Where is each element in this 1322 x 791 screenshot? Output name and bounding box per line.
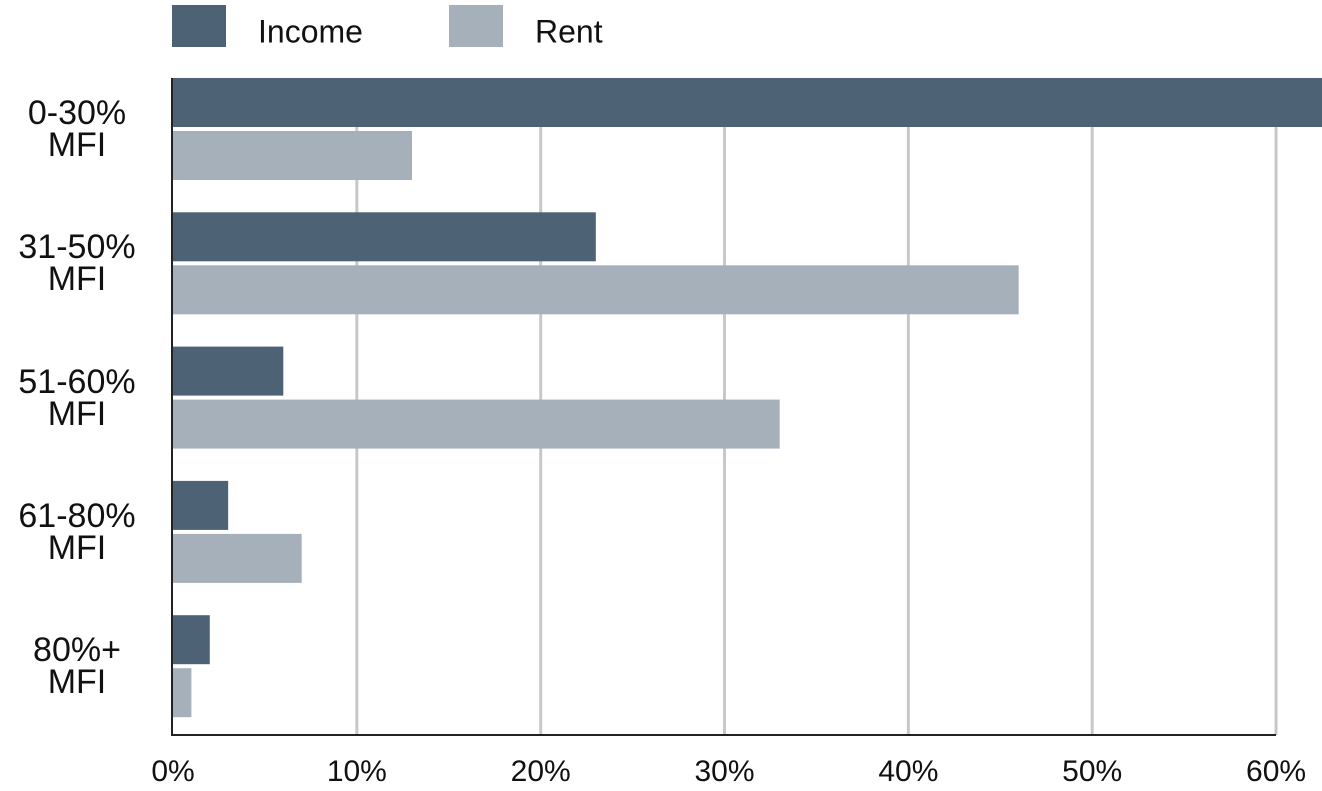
bar [173,668,192,718]
x-tick-label: 50% [1062,755,1122,788]
x-tick-label: 0% [151,755,194,788]
legend-label: Income [258,13,363,49]
y-tick-label: 51-60% MFI [18,362,136,433]
y-tick-label: 0-30% MFI [27,94,127,164]
bar [173,399,780,449]
bar [173,131,412,180]
legend-swatch [172,5,226,47]
legend-swatch [449,5,503,47]
y-tick-label: 61-80% MFI [18,496,136,567]
bar [173,480,229,530]
x-tick-label: 10% [327,755,387,788]
bar [173,615,210,665]
x-tick-label: 20% [511,755,571,788]
x-tick-label: 30% [694,755,754,788]
bar [173,265,1019,315]
bar [173,533,302,583]
y-tick-label: 80%+ MFI [33,631,121,702]
x-tick-label: 60% [1246,755,1306,788]
bar [173,346,284,396]
bar [173,78,1322,127]
y-tick-label: 31-50% MFI [18,228,136,299]
x-tick-label: 40% [878,755,938,788]
bar [173,212,596,262]
legend-label: Rent [535,13,603,49]
